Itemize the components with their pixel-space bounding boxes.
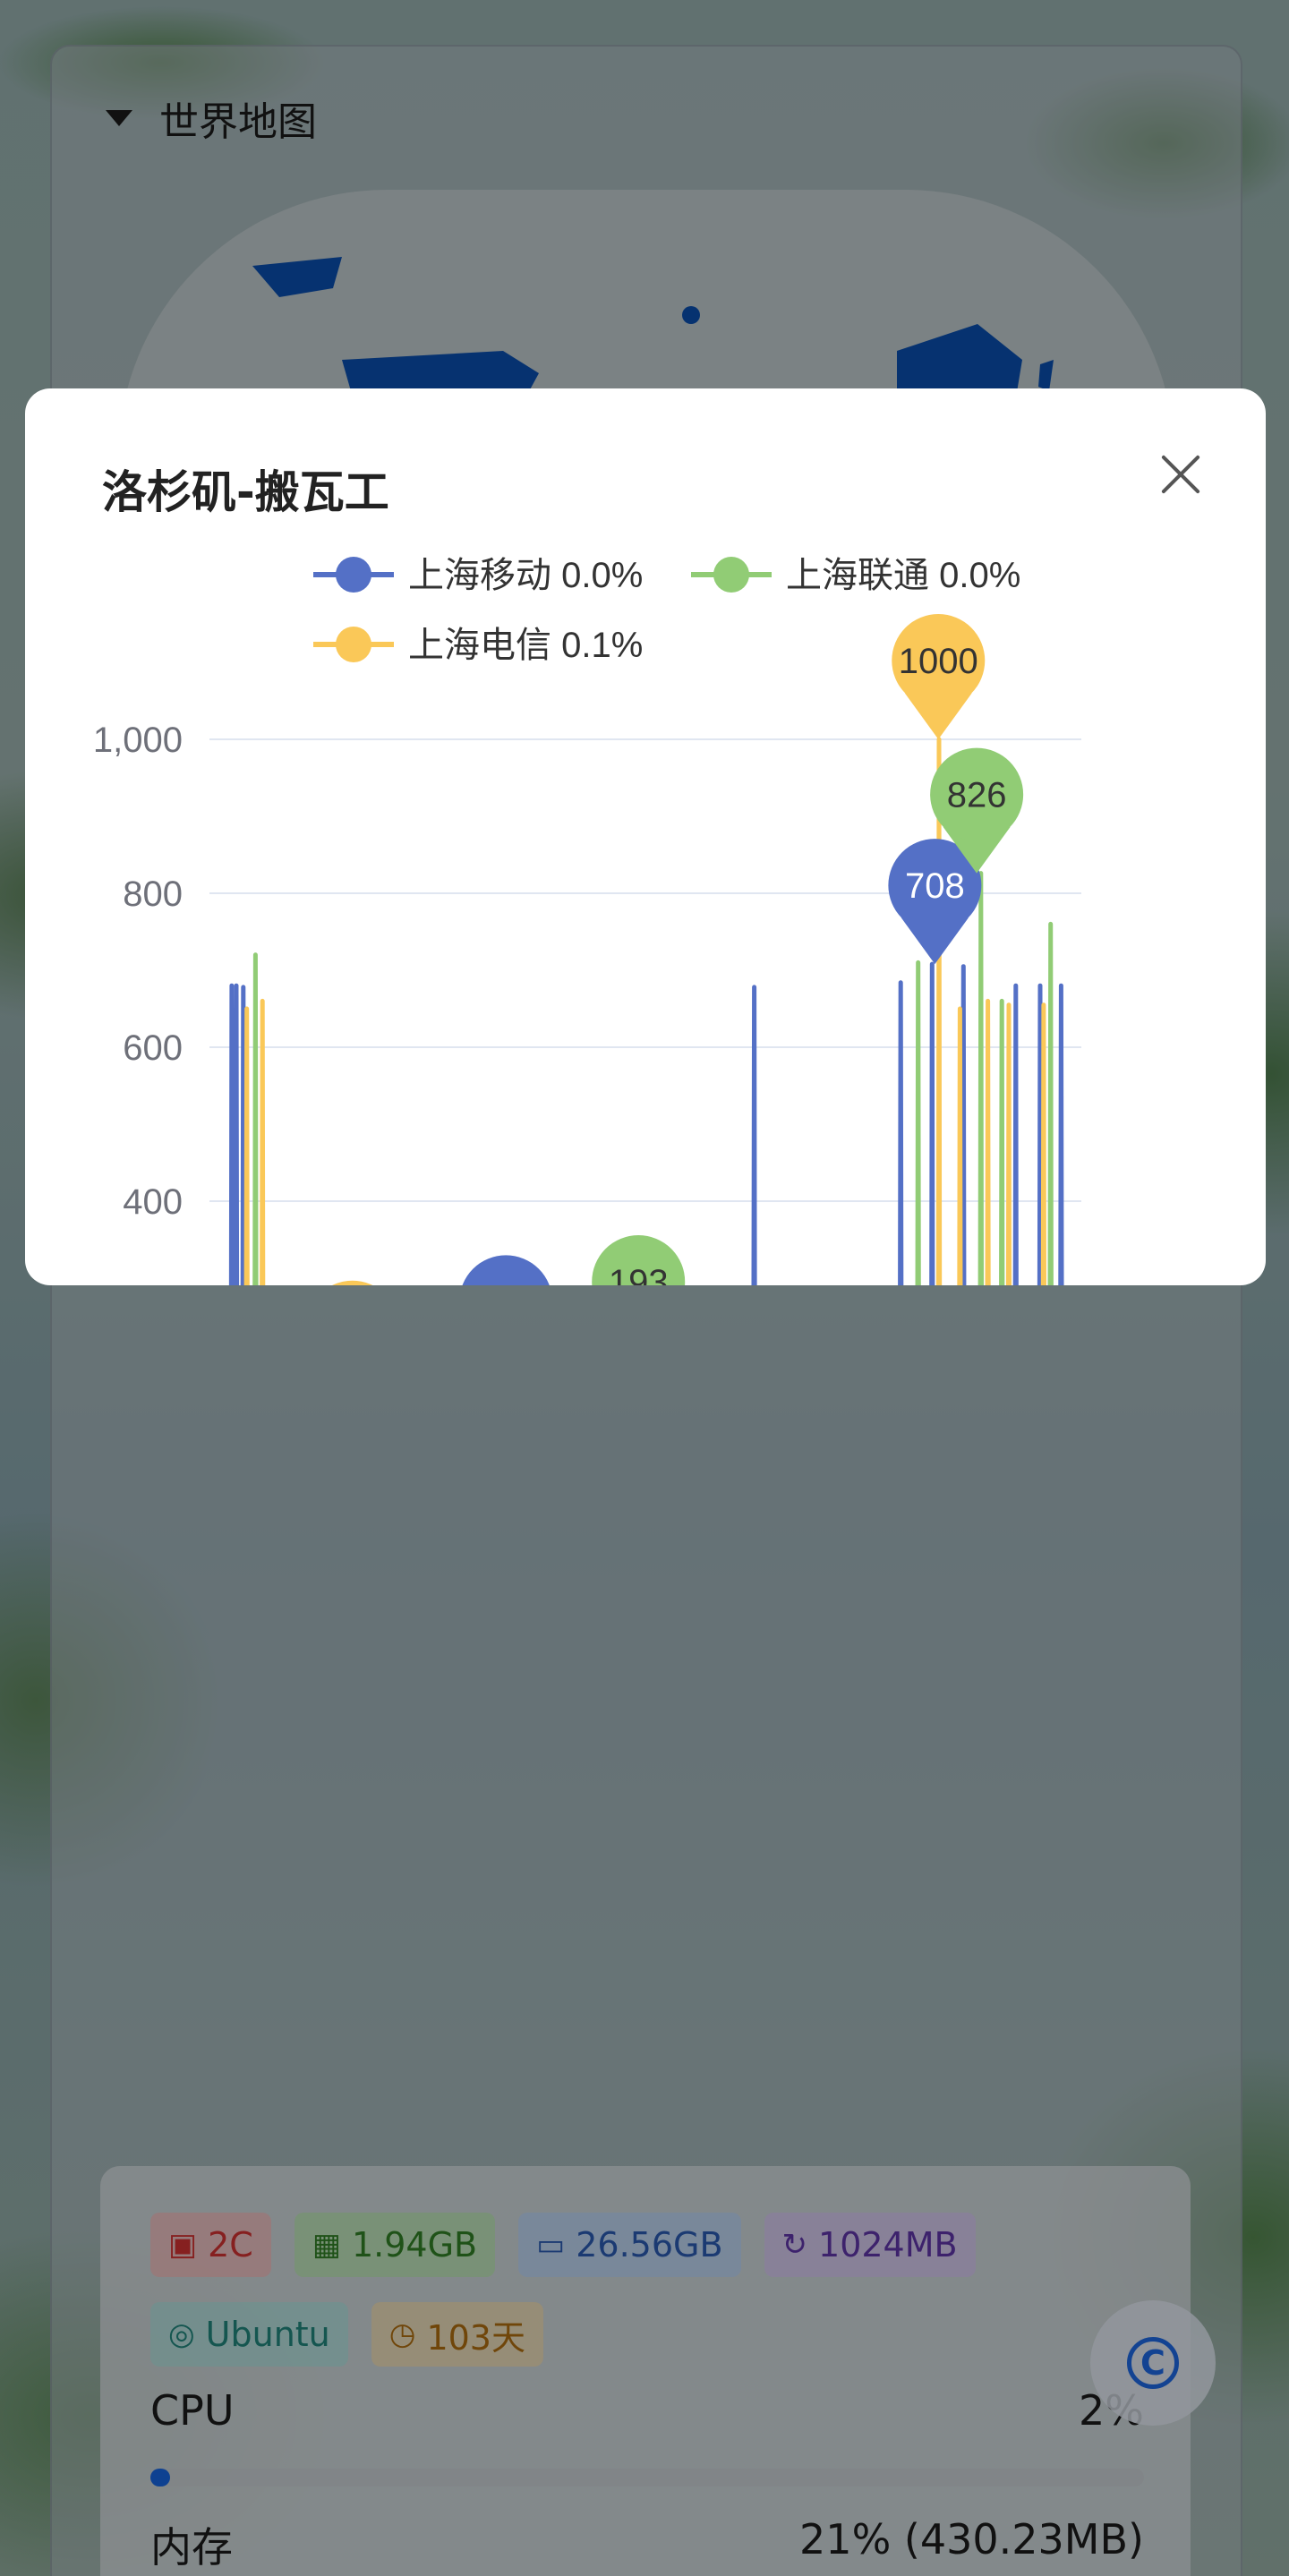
memory-chip-label: 1.94GB — [351, 2225, 478, 2265]
os-chip: ◎ Ubuntu — [150, 2302, 348, 2367]
server-card: ▣ 2C ▦ 1.94GB ▭ 26.56GB ↻ 1024MB ◎ Ubunt… — [100, 2166, 1191, 2576]
swap-icon: ↻ — [781, 2227, 808, 2263]
min-marker-2-bubble — [592, 1235, 686, 1285]
swap-chip-label: 1024MB — [818, 2225, 958, 2265]
world-map-header[interactable]: 世界地图 — [106, 90, 317, 147]
max-marker-2-bubble — [930, 747, 1024, 841]
max-marker-3-label: 1000 — [899, 642, 978, 681]
clock-icon: ◷ — [388, 2316, 416, 2352]
min-marker-2-label: 193 — [609, 1263, 669, 1285]
legend-label-2: 上海联通 0.0% — [786, 556, 1020, 595]
legend-label-1: 上海移动 0.0% — [408, 556, 643, 595]
memory-metric-row: 内存 21% (430.23MB) — [150, 2515, 1144, 2574]
memory-icon: ▦ — [312, 2227, 341, 2263]
max-marker-3-tail — [904, 693, 972, 739]
legend-marker-1 — [336, 557, 371, 593]
max-marker-1-tail — [901, 917, 969, 965]
max-marker-1-bubble — [888, 839, 982, 933]
swap-chip: ↻ 1024MB — [764, 2213, 976, 2277]
uptime-chip-label: 103天 — [426, 2317, 525, 2358]
world-map-title: 世界地图 — [159, 99, 317, 145]
min-marker-1-label: 167 — [476, 1283, 536, 1285]
max-marker-2-label: 826 — [947, 776, 1007, 815]
y-tick-label: 1,000 — [93, 721, 183, 760]
copyright-icon: C — [1127, 2337, 1179, 2389]
cpu-label: CPU — [150, 2386, 235, 2435]
max-marker-1-label: 708 — [905, 866, 965, 906]
cpu-progress-bar — [150, 2469, 1144, 2486]
os-chip-label: Ubuntu — [205, 2315, 330, 2354]
min-marker-1-bubble — [462, 1255, 550, 1285]
server-spec-chips: ▣ 2C ▦ 1.94GB ▭ 26.56GB ↻ 1024MB ◎ Ubunt… — [150, 2213, 1135, 2367]
legend-label-3: 上海电信 0.1% — [408, 626, 643, 665]
cpu-chip-label: 2C — [208, 2225, 253, 2265]
alaska-shape — [252, 257, 342, 297]
disk-chip-label: 26.56GB — [576, 2225, 723, 2265]
y-tick-label: 400 — [123, 1182, 183, 1222]
copyright-fab[interactable]: C — [1090, 2300, 1216, 2426]
cpu-chip: ▣ 2C — [150, 2213, 271, 2277]
uptime-chip: ◷ 103天 — [371, 2302, 543, 2367]
y-tick-label: 600 — [123, 1028, 183, 1068]
min-marker-3-bubble — [332, 1280, 373, 1285]
legend-marker-2 — [713, 557, 749, 593]
disk-chip: ▭ 26.56GB — [518, 2213, 741, 2277]
latency-chart: 02004006008001,000804:0008:0012:0016:002… — [93, 556, 1081, 1285]
legend-marker-3 — [336, 627, 371, 662]
modal-title: 洛杉矶-搬瓦工 — [102, 466, 389, 518]
memory-label: 内存 — [150, 2523, 233, 2572]
cpu-icon: ▣ — [168, 2227, 198, 2263]
japan-shape — [1038, 360, 1054, 391]
memory-value: 21% (430.23MB) — [799, 2515, 1144, 2563]
max-marker-3-bubble — [892, 614, 986, 707]
caret-down-icon[interactable] — [106, 110, 132, 126]
latency-chart-modal: 洛杉矶-搬瓦工 02004006008001,000804:0008:0012:… — [25, 388, 1266, 1285]
max-marker-2-tail — [943, 827, 1011, 874]
europe-dot — [682, 306, 700, 324]
cpu-progress-fill — [150, 2469, 171, 2486]
ubuntu-icon: ◎ — [168, 2316, 195, 2352]
memory-chip: ▦ 1.94GB — [294, 2213, 496, 2277]
disk-icon: ▭ — [536, 2227, 566, 2263]
y-tick-label: 800 — [123, 874, 183, 914]
